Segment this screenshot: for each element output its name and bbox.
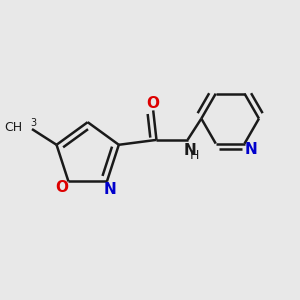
Text: O: O: [56, 180, 68, 195]
Text: 3: 3: [30, 118, 37, 128]
Text: N: N: [245, 142, 257, 157]
Text: O: O: [147, 96, 160, 111]
Text: CH: CH: [5, 121, 23, 134]
Text: N: N: [184, 143, 197, 158]
Text: N: N: [104, 182, 117, 197]
Text: H: H: [190, 149, 200, 162]
